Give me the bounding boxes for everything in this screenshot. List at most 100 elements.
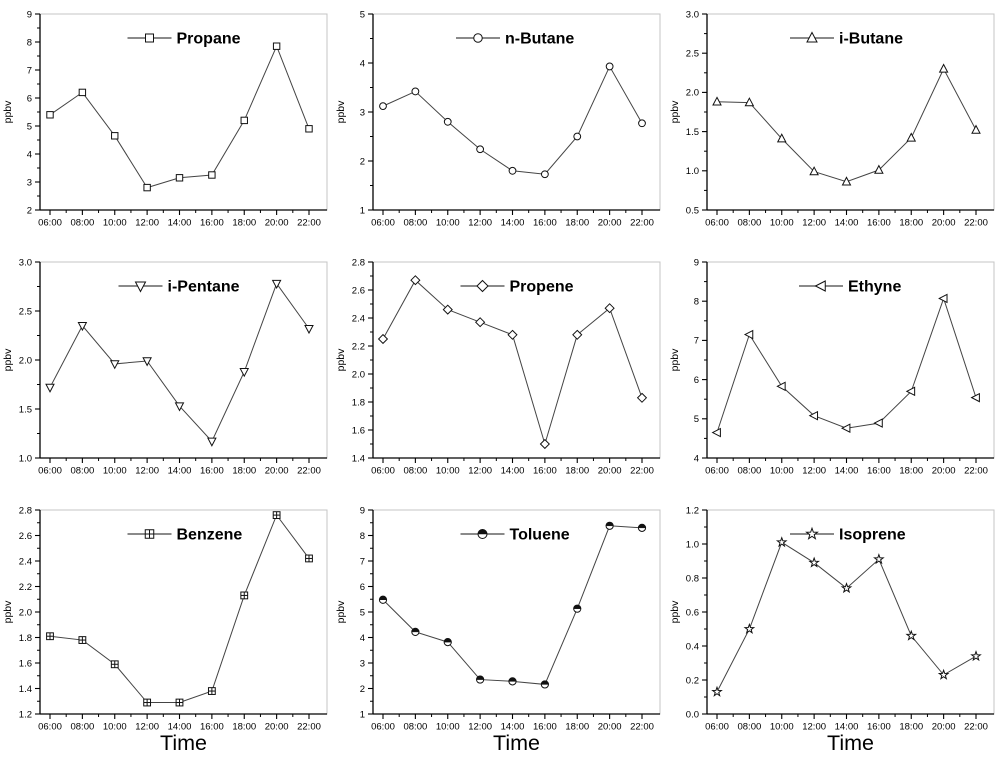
y-tick-label: 2.4 — [19, 556, 32, 567]
y-tick-label: 2.8 — [352, 257, 365, 268]
x-tick-label: 22:00 — [630, 722, 654, 733]
data-point-marker — [379, 102, 387, 111]
data-point-marker — [144, 529, 155, 539]
chart-svg-benzene: 1.2 1.4 1.6 1.8 2.0 2.2 2.4 2.6 2.8 06:00 08:00 10:… — [2, 505, 328, 755]
x-tick-label: 22:00 — [630, 466, 654, 477]
chart-propene: 1.4 1.6 1.8 2.0 2.2 2.4 2.6 2.8 06:00 08:00 10:00 1… — [333, 248, 667, 496]
chart-propane: 2 3 4 5 6 7 8 9 06:00 08:00 10:00 12:00 14:00 16:00 18… — [0, 0, 333, 248]
legend: i-Pentane — [118, 279, 240, 296]
data-point-marker — [46, 632, 54, 641]
data-points — [46, 511, 313, 707]
data-point-marker — [208, 171, 216, 179]
chart-toluene: 1 2 3 4 5 6 7 8 9 06:00 08:00 10:00 12:00 14:00 16:00 1… — [333, 496, 667, 760]
y-tick-label: 6 — [27, 93, 32, 104]
y-tick-label: 7 — [694, 336, 699, 347]
x-tick-label: 16:00 — [533, 466, 557, 477]
x-tick-label: 16:00 — [533, 722, 557, 733]
x-tick-label: 22:00 — [964, 218, 988, 229]
x-tick-label: 10:00 — [436, 218, 460, 229]
x-tick-label: 14:00 — [835, 218, 859, 229]
x-tick-label: 18:00 — [565, 218, 589, 229]
x-tick-label: 10:00 — [436, 722, 460, 733]
x-tick-label: 12:00 — [468, 466, 492, 477]
x-tick-label: 12:00 — [135, 722, 159, 733]
x-tick-label: 22:00 — [297, 466, 321, 477]
y-tick-label: 5 — [360, 9, 365, 20]
y-tick-label: 1.8 — [19, 633, 32, 644]
legend: Isoprene — [790, 527, 906, 544]
data-point-marker — [508, 677, 517, 686]
x-tick-label: 14:00 — [168, 466, 192, 477]
data-point-marker — [841, 423, 851, 434]
data-point-marker — [305, 554, 313, 563]
x-tick-label: 12:00 — [468, 722, 492, 733]
x-tick-label: 18:00 — [232, 218, 256, 229]
x-tick-label: 16:00 — [200, 466, 224, 477]
x-tick-label: 10:00 — [436, 466, 460, 477]
x-tick-label: 06:00 — [38, 218, 62, 229]
y-tick-label: 3 — [360, 107, 365, 118]
x-tick-label: 06:00 — [371, 722, 395, 733]
y-tick-label: 2.0 — [352, 369, 365, 380]
data-points — [377, 275, 648, 450]
y-tick-label: 1.5 — [19, 404, 32, 415]
data-point-marker — [540, 170, 549, 179]
x-tick-label: 14:00 — [835, 722, 859, 733]
y-tick-label: 1.6 — [352, 425, 365, 436]
x-tick-label: 16:00 — [867, 218, 891, 229]
y-tick-label: 1.2 — [19, 709, 32, 720]
x-tick-label: 10:00 — [103, 218, 127, 229]
x-tick-group: 06:00 08:00 10:00 12:00 14:00 16:00 18:00 20:00… — [38, 714, 321, 733]
x-tick-label: 06:00 — [705, 466, 729, 477]
y-tick-label: 1 — [360, 205, 365, 216]
data-line — [716, 67, 977, 183]
y-tick-label: 1.0 — [686, 539, 699, 550]
x-tick-label: 12:00 — [468, 218, 492, 229]
data-point-marker — [143, 698, 152, 707]
x-tick-label: 18:00 — [565, 466, 589, 477]
data-point-marker — [272, 42, 281, 50]
y-axis-label: ppbv — [335, 600, 347, 624]
data-point-marker — [473, 33, 483, 43]
data-points — [712, 63, 981, 186]
y-tick-label: 2 — [27, 205, 32, 216]
y-tick-label: 1.4 — [352, 453, 365, 464]
legend: Propane — [127, 31, 241, 48]
data-point-marker — [174, 402, 185, 412]
chart-svg-toluene: 1 2 3 4 5 6 7 8 9 06:00 08:00 10:00 12:00 14:00 16:00 1… — [335, 505, 661, 755]
x-tick-label: 20:00 — [265, 722, 289, 733]
x-tick-label: 06:00 — [38, 722, 62, 733]
x-tick-label: 14:00 — [501, 722, 525, 733]
legend-label: Benzene — [177, 527, 243, 544]
data-point-marker — [970, 392, 980, 403]
y-tick-label: 9 — [360, 505, 365, 516]
x-tick-group: 06:00 08:00 10:00 12:00 14:00 16:00 18:00 20:00… — [38, 210, 321, 229]
data-point-marker — [711, 427, 721, 438]
data-point-marker — [638, 119, 646, 128]
data-point-marker — [937, 668, 950, 680]
x-tick-label: 20:00 — [598, 722, 622, 733]
legend-label: Propene — [510, 279, 574, 296]
y-tick-label: 1.0 — [19, 453, 32, 464]
data-point-marker — [271, 279, 282, 290]
x-tick-label: 08:00 — [403, 466, 427, 477]
data-line — [382, 279, 643, 446]
data-point-marker — [637, 523, 647, 532]
x-axis-label: Time — [827, 731, 874, 755]
legend: Toluene — [460, 527, 570, 544]
y-tick-group: 1.0 1.5 2.0 2.5 3.0 — [19, 257, 40, 464]
data-point-marker — [207, 437, 217, 447]
x-tick-label: 14:00 — [501, 218, 525, 229]
x-tick-label: 22:00 — [964, 722, 988, 733]
data-point-marker — [475, 317, 486, 328]
data-point-marker — [476, 279, 489, 293]
y-tick-label: 1.5 — [686, 127, 699, 138]
x-axis-label: Time — [160, 731, 207, 755]
data-line — [716, 541, 977, 693]
y-axis-label: ppbv — [2, 600, 14, 624]
x-tick-label: 08:00 — [737, 722, 761, 733]
data-point-marker — [142, 357, 152, 367]
data-point-marker — [304, 324, 314, 335]
y-tick-label: 2.6 — [352, 285, 365, 296]
x-tick-group: 06:00 08:00 10:00 12:00 14:00 16:00 18:00 20:00… — [705, 210, 988, 229]
